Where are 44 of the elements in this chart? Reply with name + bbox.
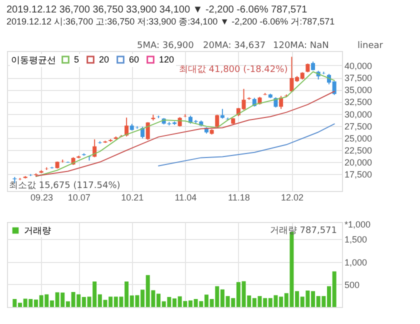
y-tick-label: 32,500 xyxy=(344,97,372,108)
y-axis-title: *1,000 xyxy=(344,220,371,230)
y-tick-label: 40,000 xyxy=(344,60,372,71)
candlestick xyxy=(146,122,150,140)
text: 120MA: NaN xyxy=(273,41,329,51)
y-tick-label: 22,500 xyxy=(344,145,372,156)
y-tick-label: 20,000 xyxy=(344,158,372,168)
x-tick-label: 09.23 xyxy=(30,192,54,202)
y-tick-label: 30,000 xyxy=(344,109,372,120)
x-tick-label: 11.04 xyxy=(174,192,197,202)
x-tick-label: 10.21 xyxy=(121,192,144,202)
chart-title: 2019.12.12 36,700 36,750 33,900 34,100 ▼ -2,200 -6.06% 787,571 xyxy=(6,4,308,16)
y-tick-label: 500 xyxy=(344,280,360,290)
legend-label: 60 xyxy=(129,54,140,65)
x-tick-label: 12.02 xyxy=(280,192,304,202)
candlestick xyxy=(215,114,220,128)
legend-title: 이동평균선 xyxy=(11,55,56,65)
y-tick-label: 1,500 xyxy=(344,234,368,245)
legend-label: 거래량 xyxy=(24,226,51,236)
candlestick xyxy=(124,117,129,137)
candlestick xyxy=(220,108,224,120)
legend-label: 20 xyxy=(99,54,110,65)
text: linear xyxy=(358,41,384,51)
y-tick-label: 17,500 xyxy=(344,170,372,180)
line-series xyxy=(35,90,335,177)
text: 5MA: 36,900 xyxy=(137,41,194,51)
candlestick xyxy=(140,126,145,139)
y-tick-label: 37,500 xyxy=(344,73,372,84)
line-series xyxy=(158,123,335,166)
chart-subtitle: 2019.12.12 시:36,700 고:36,750 저:33,900 종:34,100 ▼ -2,200 -6.06% 거:787,571 xyxy=(6,16,335,26)
x-tick-label: 11.18 xyxy=(228,192,250,202)
y-tick-label: 35,000 xyxy=(344,85,372,96)
annotation: 거래량 787,571 xyxy=(270,226,337,236)
legend-label: 5 xyxy=(74,54,80,65)
annotation: 최소값 15,675 (117.54%) xyxy=(9,181,120,191)
x-tick-label: 10.07 xyxy=(68,192,90,202)
text: 20MA: 34,637 xyxy=(203,41,266,51)
y-tick-label: 27,500 xyxy=(344,121,372,132)
legend-label: 120 xyxy=(159,54,174,65)
candlestick xyxy=(279,95,284,110)
annotation: 최대값 41,800 (-18.42%) xyxy=(178,64,288,75)
y-tick-label: 1,000 xyxy=(344,257,368,268)
candlestick xyxy=(274,96,278,108)
y-tick-label: 25,000 xyxy=(344,133,372,144)
